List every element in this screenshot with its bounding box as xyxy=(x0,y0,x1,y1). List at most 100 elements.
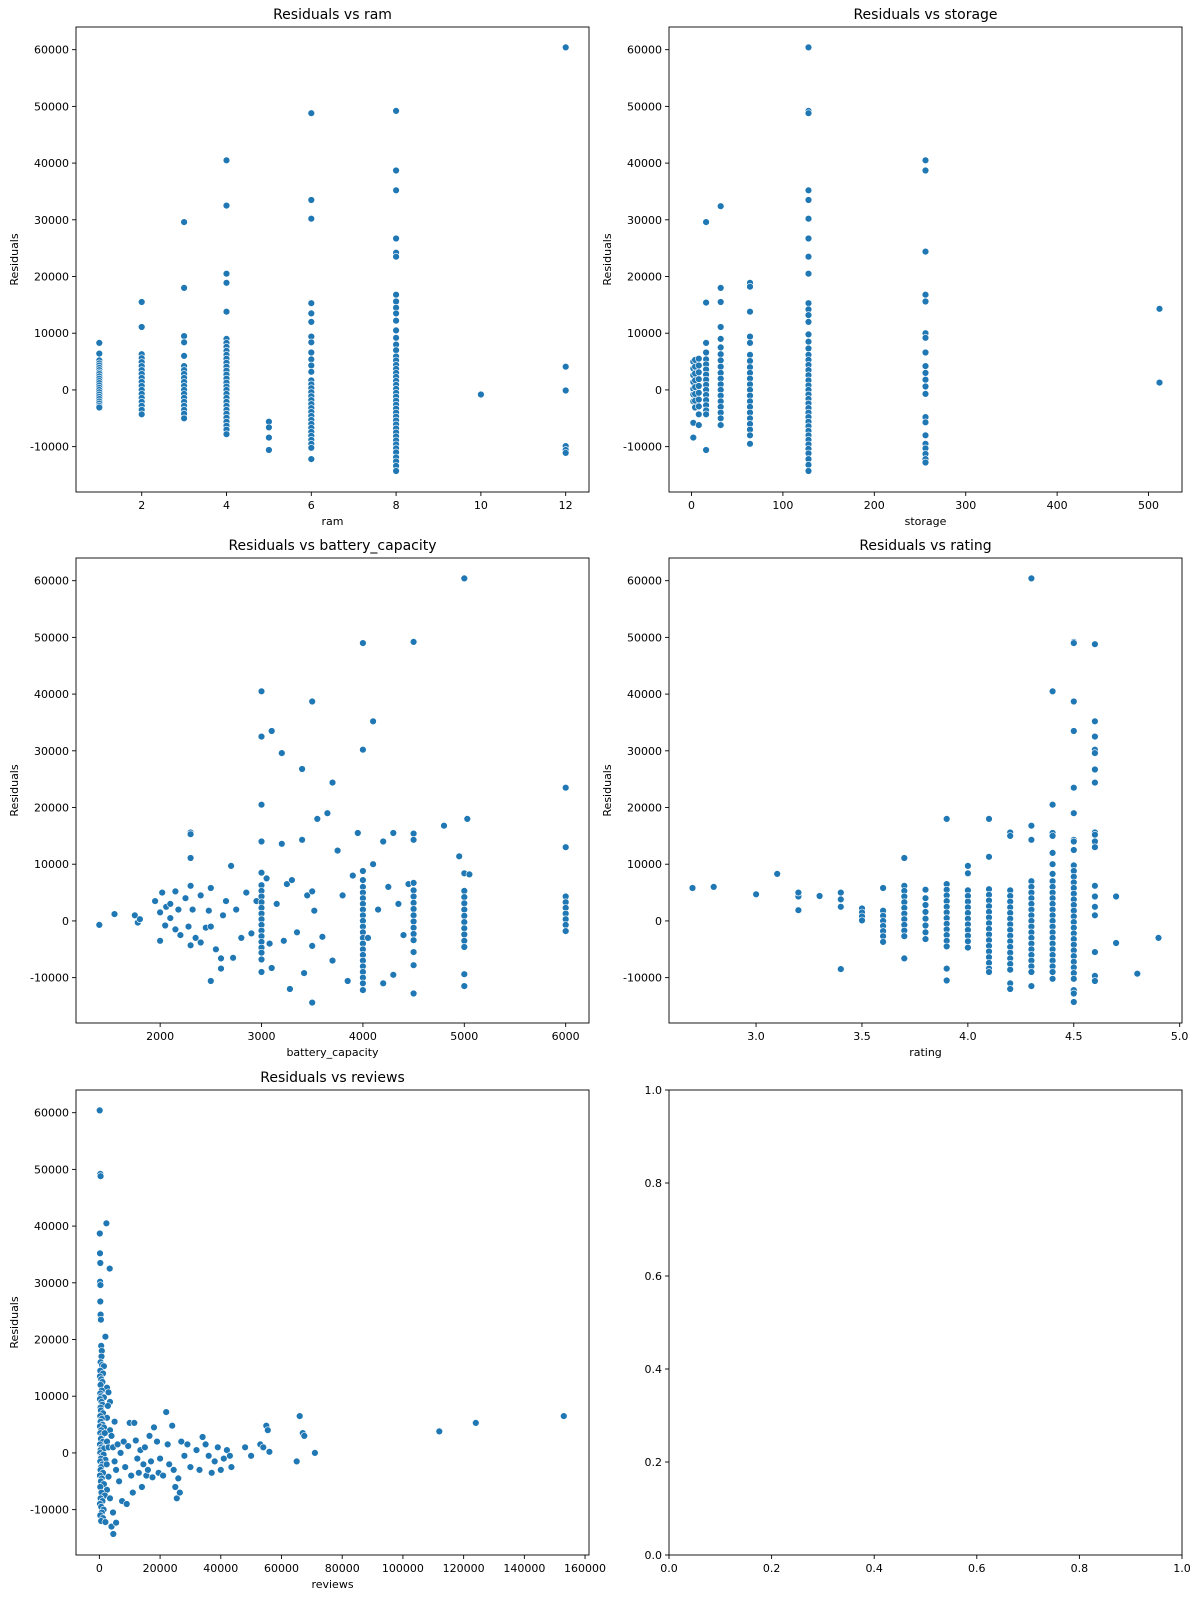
data-point xyxy=(858,916,866,925)
data-point xyxy=(173,1494,181,1503)
data-point xyxy=(247,929,256,938)
data-point xyxy=(135,1469,143,1477)
y-tick-label: 0 xyxy=(62,1447,69,1460)
data-point xyxy=(229,954,237,962)
data-point xyxy=(379,837,387,846)
data-point xyxy=(168,1421,176,1430)
data-point xyxy=(242,888,251,897)
data-point xyxy=(307,318,315,326)
data-point xyxy=(1091,843,1099,851)
data-point xyxy=(379,979,387,987)
x-tick-label: 100 xyxy=(772,499,793,512)
data-point xyxy=(201,1440,210,1449)
data-point xyxy=(1070,998,1078,1006)
x-axis-label: ram xyxy=(322,515,344,528)
data-point xyxy=(1048,800,1057,809)
data-point xyxy=(455,852,463,860)
data-point xyxy=(222,308,231,316)
data-point xyxy=(921,431,930,439)
chart-title: Residuals vs rating xyxy=(859,538,991,554)
data-point xyxy=(307,299,315,307)
data-point xyxy=(1091,732,1099,741)
data-point xyxy=(150,1423,158,1432)
data-point xyxy=(183,1440,192,1449)
data-point xyxy=(409,905,418,913)
data-point xyxy=(409,836,418,844)
data-point xyxy=(985,853,993,861)
y-tick-label: 50000 xyxy=(34,631,69,644)
data-point xyxy=(310,906,318,915)
data-point xyxy=(174,1474,183,1483)
x-tick-label: 10 xyxy=(474,499,488,512)
data-point xyxy=(166,900,175,908)
data-point xyxy=(197,938,205,947)
data-point xyxy=(257,868,266,877)
data-point xyxy=(338,891,347,900)
data-point xyxy=(273,900,281,908)
data-point xyxy=(1091,892,1099,901)
x-tick-label: 0.4 xyxy=(865,1562,883,1575)
data-point xyxy=(220,1454,228,1463)
data-point xyxy=(392,186,400,195)
data-point xyxy=(186,941,195,949)
data-point xyxy=(964,862,972,870)
y-tick-label: 0.6 xyxy=(645,1270,663,1283)
data-point xyxy=(460,893,468,901)
data-point xyxy=(212,945,220,953)
data-point xyxy=(95,403,104,412)
data-point xyxy=(695,395,703,404)
data-point xyxy=(440,821,448,830)
data-point xyxy=(392,297,400,306)
data-point xyxy=(195,1466,204,1474)
scatter-points xyxy=(689,43,1164,475)
data-point xyxy=(307,309,315,318)
data-point xyxy=(392,291,400,299)
data-point xyxy=(102,1460,111,1469)
data-point xyxy=(392,326,400,335)
data-point xyxy=(804,318,813,326)
data-point xyxy=(95,1106,104,1115)
subplot-2: 0 100 200 300 400 500 -10000 0 10000 20000 30000 40… xyxy=(601,7,1183,528)
y-tick-label: 50000 xyxy=(34,1163,69,1176)
x-tick-label: 5.0 xyxy=(1171,1030,1189,1043)
data-point xyxy=(101,1518,110,1526)
x-tick-label: 5000 xyxy=(450,1030,478,1043)
x-tick-label: 0 xyxy=(96,1562,103,1575)
data-point xyxy=(716,356,725,365)
data-point xyxy=(561,843,570,851)
data-point xyxy=(392,346,400,354)
data-point xyxy=(364,934,372,942)
data-point xyxy=(460,924,468,932)
data-point xyxy=(1048,968,1057,976)
data-point xyxy=(148,1473,157,1482)
data-point xyxy=(409,892,418,901)
data-point xyxy=(1048,832,1057,840)
y-tick-label: 0.8 xyxy=(645,1177,663,1190)
x-tick-label: 12 xyxy=(559,499,573,512)
data-point xyxy=(156,908,164,917)
data-point xyxy=(257,837,266,846)
y-axis-label: Residuals xyxy=(8,233,21,285)
data-point xyxy=(695,402,703,411)
data-point xyxy=(392,253,400,261)
y-tick-label: 30000 xyxy=(34,745,69,758)
data-point xyxy=(477,390,485,399)
data-point xyxy=(257,687,266,695)
data-point xyxy=(921,247,930,256)
data-point xyxy=(716,335,725,343)
x-tick-label: 500 xyxy=(1138,499,1159,512)
data-point xyxy=(191,934,200,942)
data-point xyxy=(695,382,703,390)
data-point xyxy=(716,343,725,352)
data-point xyxy=(1154,934,1163,942)
data-point xyxy=(96,1172,105,1180)
data-point xyxy=(1091,903,1099,911)
data-point xyxy=(247,1452,255,1460)
data-point xyxy=(156,937,164,945)
x-tick-label: 1.0 xyxy=(1173,1562,1191,1575)
data-point xyxy=(392,107,400,115)
y-tick-label: 20000 xyxy=(34,802,69,815)
data-point xyxy=(300,969,308,977)
data-point xyxy=(435,1427,443,1436)
data-point xyxy=(472,1419,480,1427)
